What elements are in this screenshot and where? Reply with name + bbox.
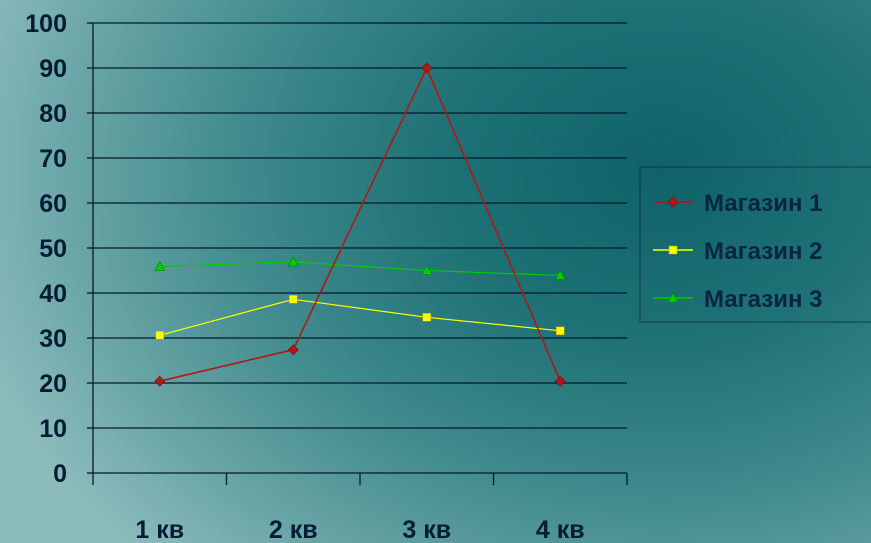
legend: Магазин 1 Магазин 2 Магазин 3 [639,166,871,323]
legend-label: Магазин 3 [704,286,822,313]
y-tick-label: 70 [39,145,67,173]
data-point [154,260,166,271]
legend-item: Магазин 1 [653,190,822,217]
x-category-label: 4 кв [536,516,585,543]
y-tick-label: 0 [53,460,67,488]
data-point [287,256,299,267]
legend-box [639,166,871,323]
data-point [154,375,166,387]
y-tick-label: 30 [39,325,67,353]
y-axis-tick-labels: 0 10 20 30 40 50 60 70 80 90 100 [25,10,67,488]
legend-label: Магазин 1 [704,190,822,217]
y-tick-label: 90 [39,55,67,83]
x-category-label: 1 кв [135,516,184,543]
x-category-label: 2 кв [269,516,318,543]
data-point [421,264,433,275]
series-line [159,298,561,336]
axes [87,22,628,485]
series-3 [154,256,566,280]
legend-item: Магазин 3 [653,286,822,313]
y-tick-label: 50 [39,235,67,263]
gridlines [93,22,627,429]
y-tick-label: 20 [39,370,67,398]
data-point [554,269,566,280]
series-layer [154,62,566,387]
legend-label: Магазин 2 [704,238,822,265]
legend-swatch-marker [667,196,679,208]
series-line [159,66,561,382]
legend-item: Магазин 2 [653,238,822,265]
data-point [155,330,165,340]
data-point [554,375,566,387]
x-axis-category-labels: 1 кв 2 кв 3 кв 4 кв [135,516,584,543]
legend-swatch-marker [667,292,679,303]
series-line [159,261,561,277]
y-tick-label: 100 [25,10,67,38]
y-tick-label: 40 [39,280,67,308]
series-1 [154,62,566,387]
y-tick-label: 60 [39,190,67,218]
data-point [287,344,299,356]
legend-swatch-marker [668,245,678,255]
y-tick-label: 80 [39,100,67,128]
y-tick-label: 10 [39,415,67,443]
data-point [555,326,565,336]
data-point [422,312,432,322]
data-point [421,62,433,74]
x-category-label: 3 кв [402,516,451,543]
data-point [288,294,298,304]
series-2 [155,294,565,340]
